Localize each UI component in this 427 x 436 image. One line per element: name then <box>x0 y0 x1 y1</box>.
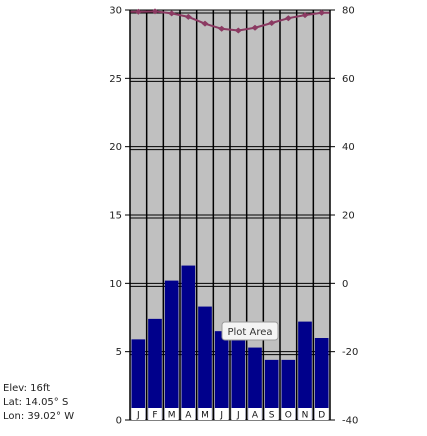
tooltip-label: Plot Area <box>227 327 272 338</box>
month-label: J <box>136 411 140 421</box>
left-axis-tick-label: 10 <box>109 279 122 290</box>
left-axis: 0 5 10 15 20 25 30 <box>109 6 131 427</box>
precip-bar <box>248 347 262 420</box>
right-axis-tick-label: 20 <box>342 211 355 222</box>
month-label-background <box>314 408 329 420</box>
month-label-background <box>198 408 212 420</box>
precip-bar <box>181 265 196 420</box>
temperature-point <box>234 27 242 34</box>
tooltip-box <box>221 321 279 341</box>
month-label: F <box>152 411 157 421</box>
month-label-background <box>181 408 196 420</box>
temperature-point <box>318 9 326 16</box>
month-label-background <box>248 408 262 420</box>
precip-bar <box>314 338 329 420</box>
left-axis-tick-label: 25 <box>109 74 122 85</box>
station-latitude: Lat: 14.05° S <box>3 397 68 408</box>
month-label-background <box>231 408 246 420</box>
temperature-point <box>201 20 209 27</box>
month-label-background <box>281 408 296 420</box>
month-label-background <box>148 408 162 420</box>
temperature-point <box>168 10 176 17</box>
horizontal-gridlines <box>130 9 330 421</box>
temperature-point <box>301 12 309 19</box>
temperature-point <box>268 19 276 26</box>
month-label: A <box>185 411 192 421</box>
month-label: A <box>252 411 259 421</box>
left-axis-tick-label: 0 <box>116 416 122 427</box>
month-label: M <box>201 411 209 421</box>
precip-bar <box>148 318 162 420</box>
station-elevation: Elev: 16ft <box>3 383 50 394</box>
temperature-point <box>251 24 259 31</box>
month-label: D <box>318 411 325 421</box>
right-axis-tick-label: -20 <box>342 347 358 358</box>
precip-bar <box>231 325 246 420</box>
month-label: O <box>285 411 292 421</box>
month-label: N <box>302 411 309 421</box>
month-label-background <box>214 408 229 420</box>
precip-bar <box>298 321 312 420</box>
left-axis-tick-label: 15 <box>109 211 122 222</box>
left-axis-tick-label: 30 <box>109 6 122 17</box>
temperature-point <box>151 8 159 15</box>
temperature-point <box>134 8 142 15</box>
precip-bar <box>131 339 146 420</box>
right-axis-tick-label: -40 <box>342 416 358 427</box>
precipitation-bars <box>131 265 329 420</box>
month-label: M <box>168 411 176 421</box>
month-label: J <box>219 411 223 421</box>
month-label-background <box>131 408 146 420</box>
right-axis-tick-label: 40 <box>342 142 355 153</box>
station-info: Elev: 16ft Lat: 14.05° S Lon: 39.02° W <box>3 383 74 422</box>
precip-bar <box>214 331 229 420</box>
precip-bar <box>164 280 179 420</box>
precip-bar <box>281 359 296 420</box>
right-axis-tick-label: 0 <box>342 279 348 290</box>
plot-area-tooltip: Plot Area <box>221 321 279 341</box>
right-axis-tick-label: 60 <box>342 74 355 85</box>
month-label: J <box>236 411 240 421</box>
month-label-background <box>298 408 312 420</box>
left-axis-tick-label: 20 <box>109 142 122 153</box>
right-axis-tick-label: 80 <box>342 6 355 17</box>
right-axis: -40 -20 0 20 40 60 80 <box>329 6 358 427</box>
month-label: S <box>269 411 275 421</box>
left-axis-tick-label: 5 <box>116 347 122 358</box>
temperature-line <box>130 8 330 34</box>
precip-bar <box>264 359 279 420</box>
temperature-point <box>284 15 292 22</box>
month-label-background <box>164 408 179 420</box>
temperature-point <box>184 13 192 20</box>
precip-bar <box>198 306 212 420</box>
temperature-point <box>218 25 226 32</box>
month-label-background <box>264 408 279 420</box>
station-longitude: Lon: 39.02° W <box>3 411 74 422</box>
